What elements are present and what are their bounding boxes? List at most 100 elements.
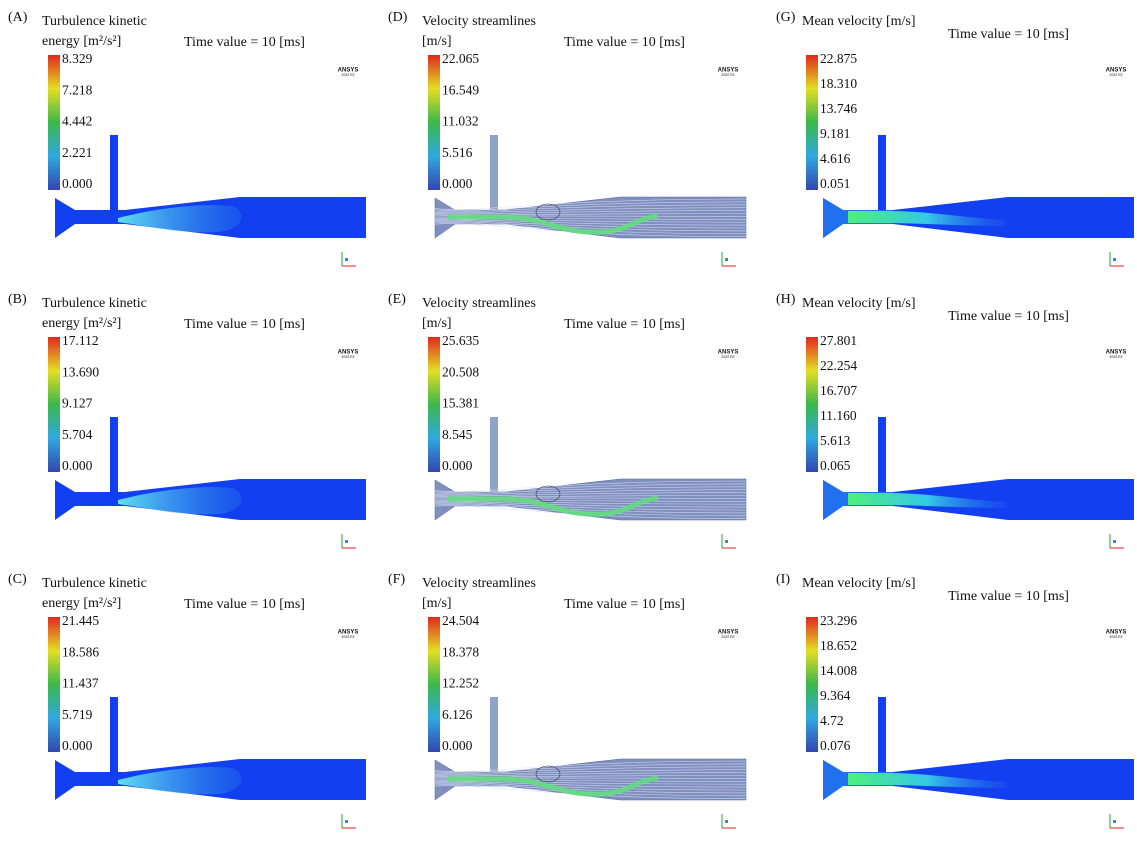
colorbar-tick-label: 9.181 [820, 126, 850, 141]
logo-name: ANSYS [1106, 350, 1127, 356]
jet-core [848, 493, 1006, 508]
colorbar-title: Mean velocity [m/s] [802, 296, 916, 311]
colorbar [428, 617, 440, 752]
colorbar-tick-label: 14.008 [820, 663, 857, 678]
logo-name: ANSYS [718, 630, 739, 636]
colorbar-tick-label: 21.445 [62, 613, 99, 628]
streamline [434, 223, 747, 237]
streamline [434, 782, 747, 791]
streamline [434, 207, 747, 214]
logo-version: 2020 R2 [1109, 73, 1122, 77]
panel-label: (G) [776, 10, 796, 25]
jet-core [848, 773, 1006, 788]
plume [118, 767, 242, 795]
panel: (I) Mean velocity [m/s] Time value = 10 [m… [776, 572, 1134, 829]
streamline [434, 210, 747, 215]
panel-label: (A) [8, 10, 28, 25]
logo-version: 2020 R2 [341, 73, 354, 77]
colorbar-title: Mean velocity [m/s] [802, 576, 916, 591]
colorbar-tick-label: 16.707 [820, 383, 857, 398]
colorbar-tick-label: 11.437 [62, 676, 99, 691]
colorbar-title: [m/s] [422, 316, 452, 331]
time-value: Time value = 10 [ms] [948, 27, 1069, 42]
streamline [434, 198, 747, 210]
time-value: Time value = 10 [ms] [564, 35, 685, 50]
vortex [535, 765, 561, 783]
jet-core [848, 211, 1006, 226]
colorbar-tick-label: 13.746 [820, 101, 857, 116]
streamline [434, 760, 747, 772]
colorbar-tick-label: 23.296 [820, 613, 857, 628]
colorbar-tick-label: 17.112 [62, 333, 99, 348]
time-value: Time value = 10 [ms] [184, 317, 305, 332]
colorbar-tick-label: 27.801 [820, 333, 857, 348]
triad-z [725, 820, 728, 823]
colorbar-tick-label: 12.252 [442, 676, 479, 691]
colorbar-title: Turbulence kinetic [42, 14, 147, 29]
panel-label: (B) [8, 292, 27, 307]
triad-z [345, 258, 348, 261]
colorbar-tick-label: 9.364 [820, 688, 851, 703]
logo-name: ANSYS [718, 350, 739, 356]
triad-z [725, 258, 728, 261]
colorbar-title: Velocity streamlines [422, 296, 536, 311]
streamline [434, 489, 747, 496]
colorbar-tick-label: 7.218 [62, 82, 93, 97]
logo-version: 2020 R2 [341, 635, 354, 639]
streamline [434, 766, 747, 775]
time-value: Time value = 10 [ms] [564, 597, 685, 612]
panel: (A) Turbulence kinetic energy [m²/s²] Time … [8, 10, 366, 267]
streamline [434, 784, 747, 797]
triad-z [725, 540, 728, 543]
colorbar-tick-label: 5.719 [62, 707, 93, 722]
colorbar-tick-label: 0.000 [442, 458, 473, 473]
logo-name: ANSYS [338, 68, 359, 74]
side-pipe [878, 417, 886, 492]
colorbar-tick-label: 16.549 [442, 82, 479, 97]
colorbar-tick-label: 9.127 [62, 396, 93, 411]
panel: (D) Velocity streamlines [m/s] Time value =… [388, 10, 747, 267]
colorbar-title: [m/s] [422, 596, 452, 611]
triad-z [1113, 540, 1116, 543]
colorbar-tick-label: 4.616 [820, 151, 851, 166]
logo-name: ANSYS [1106, 68, 1127, 74]
plume [118, 487, 242, 515]
panel: (G) Mean velocity [m/s] Time value = 10 [m… [776, 10, 1134, 267]
panel-label: (D) [388, 10, 408, 25]
channel [434, 196, 747, 239]
streamline [434, 483, 747, 493]
logo-name: ANSYS [1106, 630, 1127, 636]
colorbar-tick-label: 0.000 [62, 176, 93, 191]
panel: (F) Velocity streamlines [m/s] Time value =… [388, 572, 747, 829]
colorbar-tick-label: 8.329 [62, 51, 93, 66]
colorbar-tick-label: 5.516 [442, 145, 473, 160]
colorbar-title: Velocity streamlines [422, 576, 536, 591]
triad-z [1113, 258, 1116, 261]
panel-label: (C) [8, 572, 27, 587]
colorbar [806, 617, 818, 752]
logo-name: ANSYS [338, 630, 359, 636]
logo-version: 2020 R2 [721, 73, 734, 77]
colorbar [806, 337, 818, 472]
colorbar [48, 55, 60, 190]
colorbar-tick-label: 22.254 [820, 358, 857, 373]
panel: (H) Mean velocity [m/s] Time value = 10 [m… [776, 292, 1134, 549]
streamline [434, 486, 747, 495]
streamline [434, 783, 747, 794]
colorbar-tick-label: 24.504 [442, 613, 479, 628]
channel [434, 478, 747, 521]
colorbar-tick-label: 22.065 [442, 51, 479, 66]
colorbar-tick-label: 0.076 [820, 738, 851, 753]
side-pipe [490, 135, 498, 210]
vortex [535, 485, 561, 503]
side-pipe [490, 697, 498, 772]
colorbar-tick-label: 0.065 [820, 458, 851, 473]
time-value: Time value = 10 [ms] [184, 597, 305, 612]
panel: (C) Turbulence kinetic energy [m²/s²] Time … [8, 572, 366, 829]
time-value: Time value = 10 [ms] [184, 35, 305, 50]
colorbar-tick-label: 13.690 [62, 364, 99, 379]
panel: (E) Velocity streamlines [m/s] Time value =… [388, 292, 747, 549]
colorbar-title: Mean velocity [m/s] [802, 14, 916, 29]
streamline [434, 785, 747, 799]
